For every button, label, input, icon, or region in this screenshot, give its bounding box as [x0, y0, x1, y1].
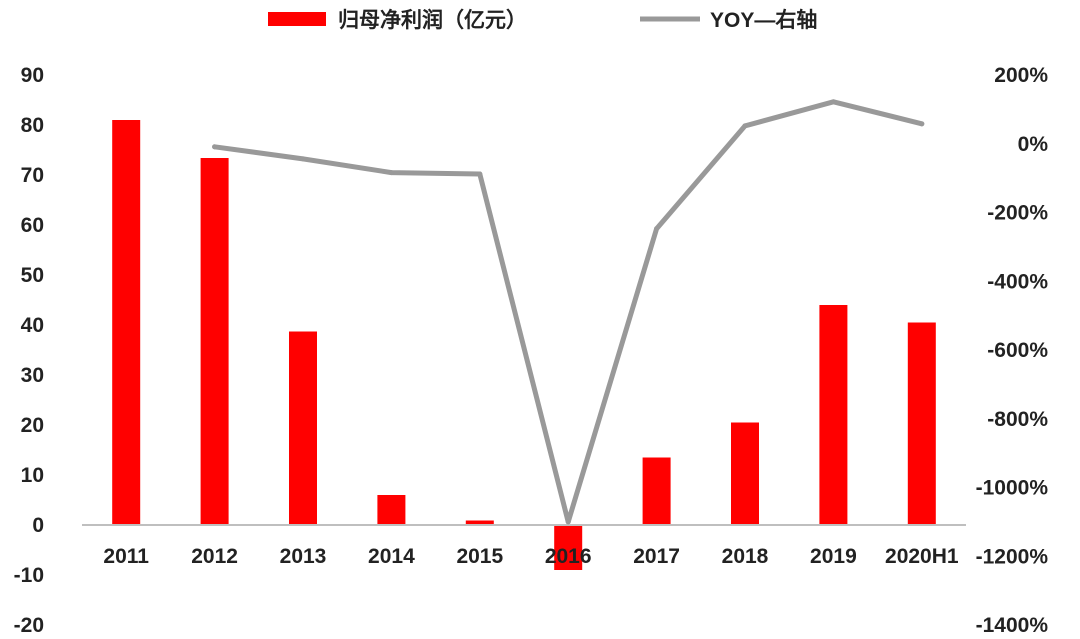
yoy-point-2017 — [654, 226, 660, 232]
yoy-point-2018 — [742, 123, 748, 129]
left-tick-label: 60 — [21, 214, 44, 237]
left-tick-label: 0 — [32, 514, 44, 537]
yoy-line — [212, 99, 925, 525]
x-tick-label: 2012 — [191, 545, 238, 568]
right-tick-label: -200% — [987, 202, 1048, 225]
right-tick-label: -1200% — [976, 545, 1049, 568]
left-tick-label: 30 — [21, 364, 44, 387]
right-tick-label: -600% — [987, 339, 1048, 362]
bar-2015 — [465, 520, 494, 525]
yoy-point-2019 — [830, 99, 836, 105]
bar-2018 — [731, 422, 759, 525]
x-tick-label: 2017 — [633, 545, 680, 568]
left-tick-label: 40 — [21, 314, 44, 337]
right-axis: 200% 0% -200% -400% -600% -800% -1000% -1200% -1… — [976, 64, 1049, 637]
x-tick-label: 2016 — [545, 545, 592, 568]
bar-2013 — [289, 331, 317, 525]
left-tick-label: 90 — [21, 64, 44, 87]
x-tick-label: 2011 — [103, 545, 149, 568]
left-tick-label: -20 — [14, 614, 44, 637]
bar-2016 — [554, 525, 583, 570]
left-tick-label: 80 — [21, 114, 44, 137]
yoy-point-2014 — [388, 170, 394, 176]
right-tick-label: -1000% — [976, 477, 1049, 500]
right-tick-label: 0% — [1018, 133, 1049, 156]
yoy-point-2013 — [300, 156, 306, 162]
x-tick-label: 2014 — [368, 545, 415, 568]
left-tick-label: 50 — [21, 264, 44, 287]
x-tick-label: 2013 — [280, 545, 327, 568]
left-axis: 90 80 70 60 50 40 30 20 10 0 -10 -20 — [14, 64, 44, 637]
bar-2020H1 — [907, 322, 936, 525]
legend-bar-label: 归母净利润（亿元） — [338, 8, 527, 32]
yoy-point-2015 — [477, 171, 483, 177]
left-tick-label: 20 — [21, 414, 44, 437]
x-tick-label: 2015 — [456, 545, 503, 568]
yoy-point-2012 — [212, 144, 218, 150]
yoy-point-2020H1 — [919, 121, 925, 127]
x-tick-label: 2020H1 — [885, 545, 959, 568]
right-tick-label: -400% — [987, 270, 1048, 293]
bar-2012 — [200, 158, 229, 525]
bar-2017 — [642, 457, 671, 525]
x-axis: 2011 2012 2013 2014 2015 2016 2017 2018 2019 2020… — [103, 545, 958, 568]
right-tick-label: -800% — [987, 408, 1048, 431]
x-tick-label: 2019 — [810, 545, 857, 568]
right-tick-label: 200% — [994, 64, 1048, 87]
left-tick-label: 10 — [21, 464, 44, 487]
bar-2011 — [112, 120, 141, 525]
right-tick-label: -1400% — [976, 614, 1049, 637]
bar-2019 — [819, 305, 848, 525]
yoy-point-2016 — [565, 519, 571, 525]
left-tick-label: -10 — [14, 564, 44, 587]
left-tick-label: 70 — [21, 164, 44, 187]
line-series — [212, 99, 925, 525]
bar-series — [112, 120, 936, 570]
legend: 归母净利润（亿元） YOY—右轴 — [268, 8, 817, 32]
bar-2014 — [377, 495, 406, 525]
legend-bar-swatch — [268, 12, 326, 26]
x-tick-label: 2018 — [722, 545, 769, 568]
legend-line-label: YOY—右轴 — [710, 8, 817, 32]
